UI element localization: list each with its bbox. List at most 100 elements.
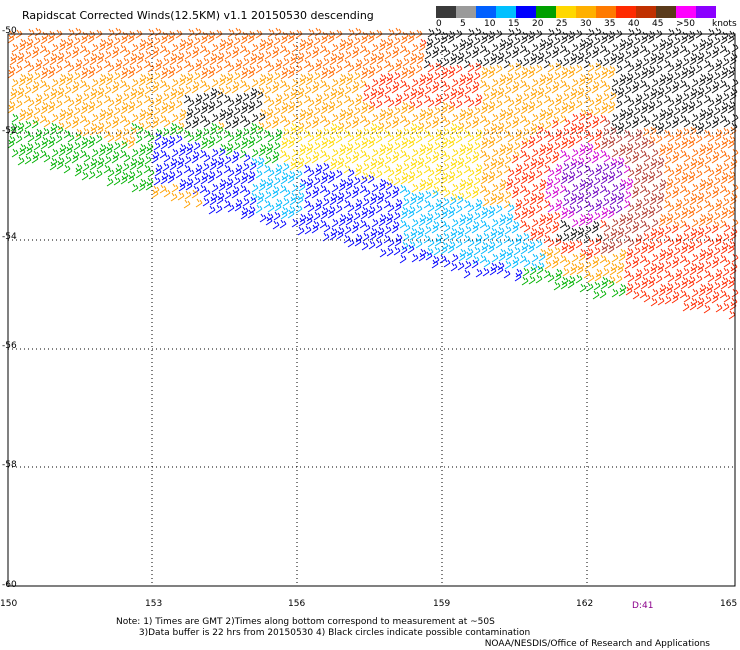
wind-barb — [643, 188, 651, 198]
wind-barb — [136, 90, 144, 100]
wind-barb — [616, 90, 624, 100]
wind-barb — [570, 52, 578, 62]
wind-barb — [568, 240, 576, 250]
wind-barb — [723, 258, 731, 268]
wind-barb — [32, 45, 40, 55]
wind-barb — [75, 93, 83, 103]
wind-barb — [657, 261, 665, 271]
wind-barb — [272, 150, 280, 160]
wind-barb — [616, 125, 624, 135]
wind-barb — [447, 104, 455, 114]
wind-barb — [370, 227, 378, 237]
wind-barb — [401, 241, 409, 251]
wind-barb — [378, 112, 386, 122]
wind-barb — [305, 181, 313, 191]
wind-barb — [160, 175, 168, 185]
wind-barb — [551, 189, 559, 199]
wind-barb — [231, 119, 239, 129]
wind-barb — [296, 160, 304, 170]
wind-barb — [371, 218, 379, 228]
wind-barb — [82, 162, 90, 172]
wind-barb — [191, 189, 199, 199]
wind-barb — [354, 97, 362, 107]
wind-barb — [200, 175, 208, 185]
wind-barb — [482, 267, 490, 277]
wind-barb — [688, 135, 696, 145]
wind-barb — [130, 157, 138, 167]
wind-barb — [727, 279, 735, 289]
wind-barb — [681, 171, 689, 181]
wind-barb — [432, 80, 440, 90]
wind-barb — [538, 42, 546, 52]
wind-barb — [387, 133, 395, 143]
wind-barb — [593, 106, 601, 116]
wind-barb — [24, 85, 32, 95]
wind-barb — [145, 111, 153, 121]
wind-barb — [671, 224, 679, 234]
wind-barb — [584, 225, 592, 235]
wind-barb — [607, 174, 615, 184]
wind-barb — [72, 45, 80, 55]
wind-barb — [658, 147, 666, 157]
wind-barb — [393, 211, 401, 221]
wind-barb — [8, 135, 16, 145]
wind-barb — [488, 205, 496, 215]
wind-barb — [697, 226, 705, 236]
wind-barb — [521, 206, 529, 216]
notes-line-2: 3)Data buffer is 22 hrs from 20150530 4)… — [138, 628, 531, 638]
wind-barb — [418, 147, 426, 157]
wind-barb — [401, 171, 409, 181]
wind-barb — [312, 185, 320, 195]
wind-barb — [96, 160, 104, 170]
wind-barb — [450, 122, 458, 132]
wind-barb — [402, 92, 410, 102]
wind-barb — [233, 106, 241, 116]
wind-barb — [441, 101, 449, 111]
wind-barb — [487, 34, 495, 44]
wind-barb — [328, 65, 336, 75]
wind-barb — [391, 84, 399, 94]
wind-barb — [240, 105, 248, 115]
wind-barb — [59, 73, 67, 83]
wind-barb — [290, 192, 298, 202]
wind-barb — [682, 162, 690, 172]
wind-barb — [432, 185, 440, 195]
wind-barb — [267, 63, 275, 73]
wind-barb — [363, 223, 371, 233]
wind-barb — [459, 108, 467, 118]
wind-barb — [571, 253, 579, 263]
wind-barb — [202, 57, 210, 67]
wind-barb — [191, 154, 199, 164]
wind-barb — [370, 157, 378, 167]
wind-barb — [283, 188, 291, 198]
wind-barb — [427, 203, 435, 213]
wind-barb — [259, 143, 267, 153]
wind-barb — [507, 203, 515, 213]
wind-barb — [704, 50, 712, 60]
wind-barb — [419, 178, 427, 188]
wind-barb — [281, 66, 289, 76]
wind-barb — [655, 134, 663, 144]
wind-barb — [642, 57, 650, 67]
wind-barb — [483, 83, 491, 93]
wind-barb — [90, 87, 98, 97]
wind-barb — [535, 169, 543, 179]
wind-barb — [313, 71, 321, 81]
wind-barb — [658, 77, 666, 87]
wind-barb — [609, 161, 617, 171]
wind-barb — [219, 143, 227, 153]
wind-barb — [407, 69, 415, 79]
wind-barb — [75, 128, 83, 138]
wind-barb — [288, 135, 296, 145]
wind-barb — [505, 146, 513, 156]
wind-barb — [624, 155, 632, 165]
wind-barb — [498, 112, 506, 122]
wind-barb — [360, 70, 368, 80]
wind-barb — [290, 157, 298, 167]
wind-barb — [603, 118, 611, 128]
wind-barb — [64, 120, 72, 130]
wind-barb — [192, 80, 200, 90]
wind-barb — [331, 78, 339, 88]
wind-barb — [720, 210, 728, 220]
wind-barb — [689, 91, 697, 101]
